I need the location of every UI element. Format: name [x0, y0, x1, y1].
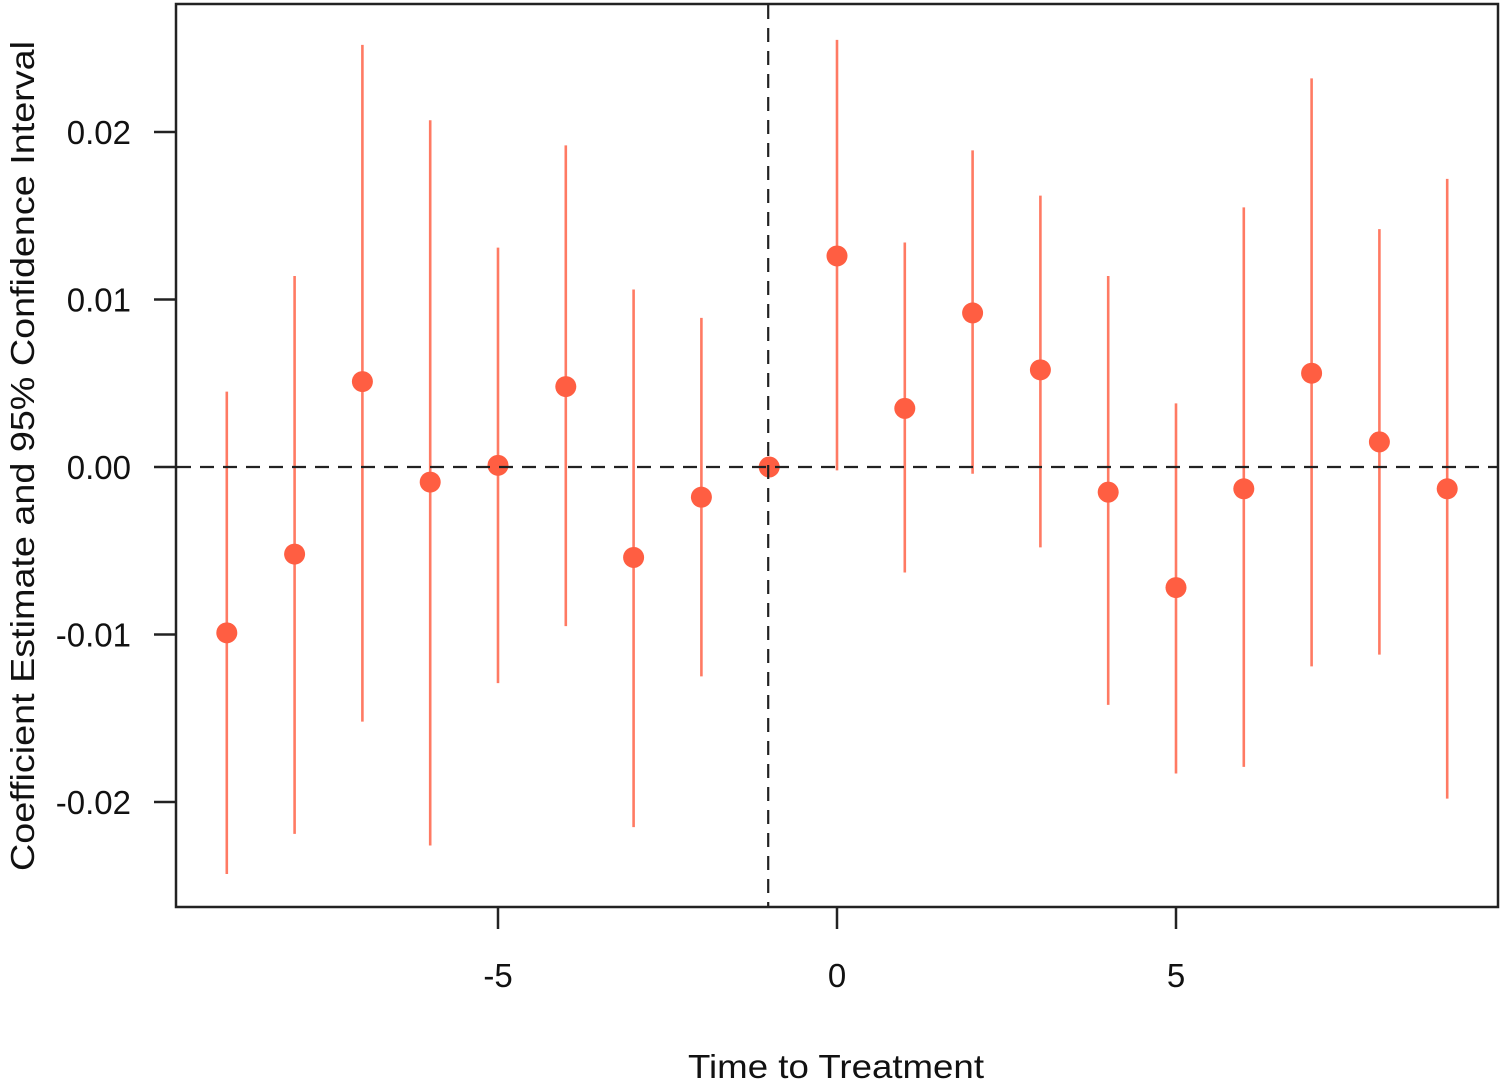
coefficient-point — [1029, 359, 1051, 381]
coefficient-point — [419, 471, 441, 493]
y-axis: -0.02 -0.01 0.00 0.01 0.02 — [56, 114, 176, 821]
y-tick-label: 0.02 — [67, 114, 131, 151]
x-tick-label: -5 — [483, 957, 512, 994]
coefficient-point — [1233, 478, 1255, 500]
coefficient-point — [1436, 478, 1458, 500]
coefficient-point — [284, 543, 306, 565]
coefficient-point — [894, 397, 916, 419]
y-tick-label: -0.01 — [56, 617, 131, 654]
coefficient-point — [1301, 362, 1323, 384]
coefficient-point — [623, 546, 645, 568]
x-axis-title: Time to Treatment — [688, 1048, 984, 1085]
coefficient-point — [690, 486, 712, 508]
y-tick-label: 0.00 — [67, 449, 131, 486]
coefficient-point — [216, 622, 238, 644]
coefficient-points — [216, 245, 1458, 644]
x-tick-label: 0 — [828, 957, 846, 994]
coefficient-point — [351, 371, 373, 393]
confidence-intervals — [225, 39, 1449, 875]
coefficient-point — [555, 376, 577, 398]
y-tick-label: 0.01 — [67, 282, 131, 319]
x-axis: -5 0 5 — [483, 907, 1185, 994]
y-axis-title: Coefficient Estimate and 95% Confidence … — [4, 41, 41, 871]
x-tick-label: 5 — [1167, 957, 1185, 994]
coefficient-point — [1368, 431, 1390, 453]
coefficient-point — [487, 454, 509, 476]
y-tick-label: -0.02 — [56, 784, 131, 821]
coefficient-point — [1097, 481, 1119, 503]
coefficient-point — [962, 302, 984, 324]
plot-area — [174, 2, 1500, 909]
coefficient-point — [826, 245, 848, 267]
reference-lines — [177, 5, 1497, 906]
coefficient-point — [1165, 577, 1187, 599]
